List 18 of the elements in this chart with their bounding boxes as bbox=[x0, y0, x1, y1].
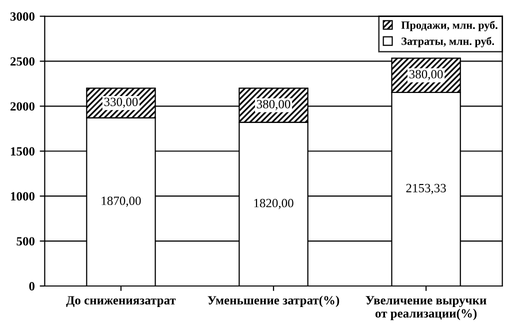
y-tick-label: 2000 bbox=[10, 102, 35, 111]
x-tick-label: Увеличение выручки от реализации(%) bbox=[366, 296, 486, 320]
data-label: 1870,00 bbox=[102, 196, 141, 207]
legend-label: Продажи, млн. руб. bbox=[401, 20, 498, 32]
y-tick-label: 500 bbox=[16, 237, 35, 246]
y-tick-label: 0 bbox=[29, 282, 35, 290]
y-tick-label: 2500 bbox=[10, 57, 35, 66]
x-tick-label: До снижениязатрат bbox=[66, 296, 176, 308]
data-label: 2153,33 bbox=[406, 184, 446, 194]
y-tick-label: 1000 bbox=[10, 192, 35, 201]
data-label: 330,00 bbox=[104, 98, 138, 108]
y-tick-label: 3000 bbox=[10, 12, 35, 21]
data-label: 380,00 bbox=[256, 100, 290, 110]
x-tick-label: Уменьшение затрат(%) bbox=[208, 296, 340, 308]
y-tick-label: 1500 bbox=[10, 147, 35, 156]
legend-label: Затраты, млн. руб. bbox=[402, 36, 494, 48]
data-label: 380,00 bbox=[409, 70, 443, 80]
data-label: 1820,00 bbox=[254, 198, 294, 210]
